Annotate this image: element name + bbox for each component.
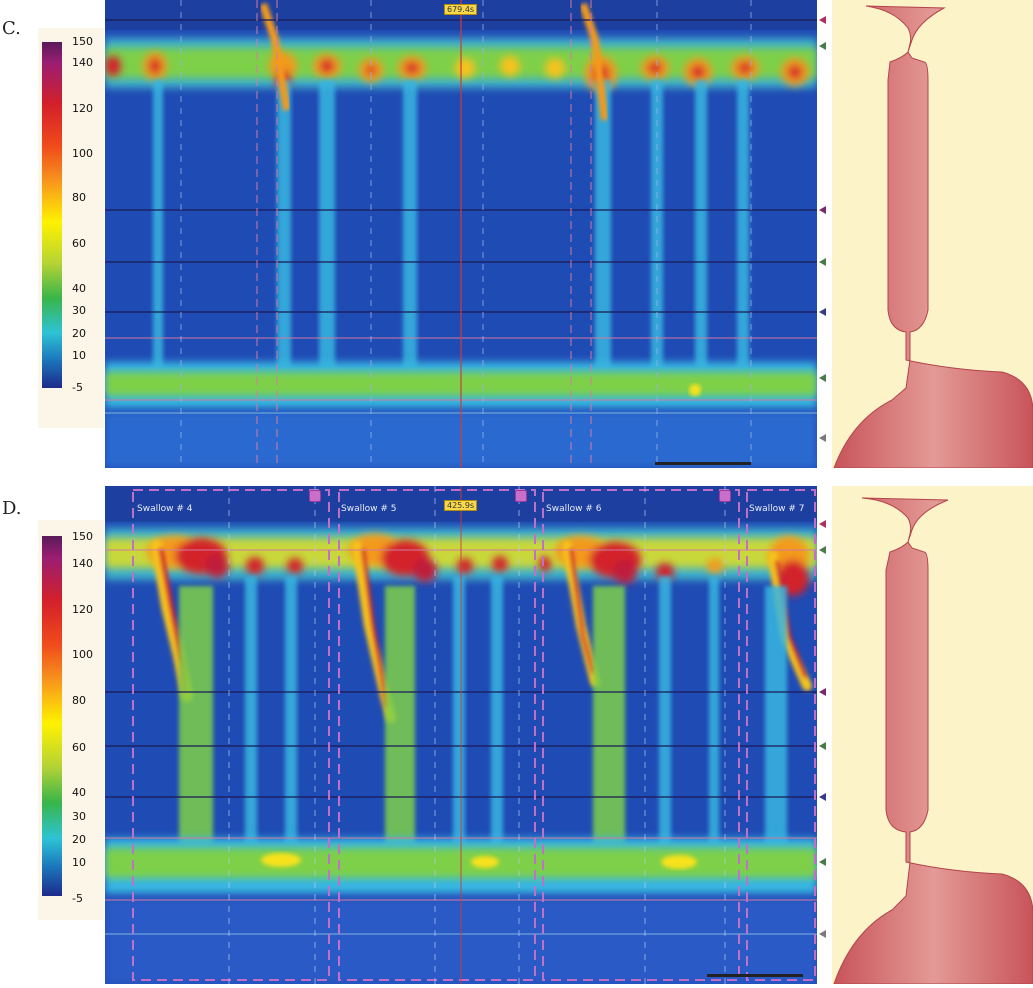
esophagus-illustration <box>833 5 1033 469</box>
marker-triangle-icon <box>819 793 826 801</box>
tick: 100 <box>72 648 93 661</box>
sensor-markers-c <box>817 0 831 468</box>
marker-triangle-icon <box>819 16 826 24</box>
marker-triangle-icon <box>819 520 826 528</box>
swallow-marker-icon[interactable] <box>515 490 527 502</box>
colorbar-d <box>42 536 62 896</box>
esophagus-illustration <box>833 497 1033 985</box>
tick: 150 <box>72 35 93 48</box>
pressure-topography-plot-c: 679.4s <box>105 0 817 468</box>
marker-triangle-icon <box>819 688 826 696</box>
tick: 140 <box>72 56 93 69</box>
tick: 80 <box>72 191 86 204</box>
swallow-label: Swallow # 4 <box>137 504 193 514</box>
tick: 60 <box>72 741 86 754</box>
pressure-topography-plot-d: 425.9s Swallow # 4 Swallow # 5 Swallow #… <box>105 486 817 984</box>
time-marker-label: 679.4s <box>444 4 478 15</box>
marker-triangle-icon <box>819 930 826 938</box>
marker-triangle-icon <box>819 742 826 750</box>
marker-triangle-icon <box>819 42 826 50</box>
panel-letter-d: D. <box>2 498 22 519</box>
tick: -5 <box>72 381 83 394</box>
tick: 30 <box>72 304 86 317</box>
topography-svg-c <box>105 0 817 468</box>
esophagus-schematic-d <box>832 486 1033 985</box>
tick: 20 <box>72 327 86 340</box>
swallow-marker-icon[interactable] <box>309 490 321 502</box>
tick: 80 <box>72 694 86 707</box>
marker-triangle-icon <box>819 434 826 442</box>
tick: 120 <box>72 603 93 616</box>
marker-triangle-icon <box>819 546 826 554</box>
tick: 40 <box>72 786 86 799</box>
topography-svg-d <box>105 486 817 984</box>
marker-triangle-icon <box>819 308 826 316</box>
panel-letter-c: C. <box>2 18 21 39</box>
tick: 10 <box>72 856 86 869</box>
marker-triangle-icon <box>819 258 826 266</box>
tick: 60 <box>72 237 86 250</box>
tick: 10 <box>72 349 86 362</box>
time-marker-label: 425.9s <box>444 500 478 511</box>
sensor-markers-d <box>817 486 831 984</box>
swallow-label: Swallow # 5 <box>341 504 397 514</box>
marker-triangle-icon <box>819 206 826 214</box>
tick: -5 <box>72 892 83 905</box>
swallow-label: Swallow # 7 <box>749 504 805 514</box>
swallow-marker-icon[interactable] <box>719 490 731 502</box>
tick: 20 <box>72 833 86 846</box>
colorbar-c <box>42 42 62 388</box>
tick: 100 <box>72 147 93 160</box>
marker-triangle-icon <box>819 858 826 866</box>
tick: 140 <box>72 557 93 570</box>
marker-triangle-icon <box>819 374 826 382</box>
tick: 40 <box>72 282 86 295</box>
tick: 120 <box>72 102 93 115</box>
esophagus-schematic-c <box>832 0 1033 469</box>
tick: 150 <box>72 530 93 543</box>
tick: 30 <box>72 810 86 823</box>
swallow-label: Swallow # 6 <box>546 504 602 514</box>
